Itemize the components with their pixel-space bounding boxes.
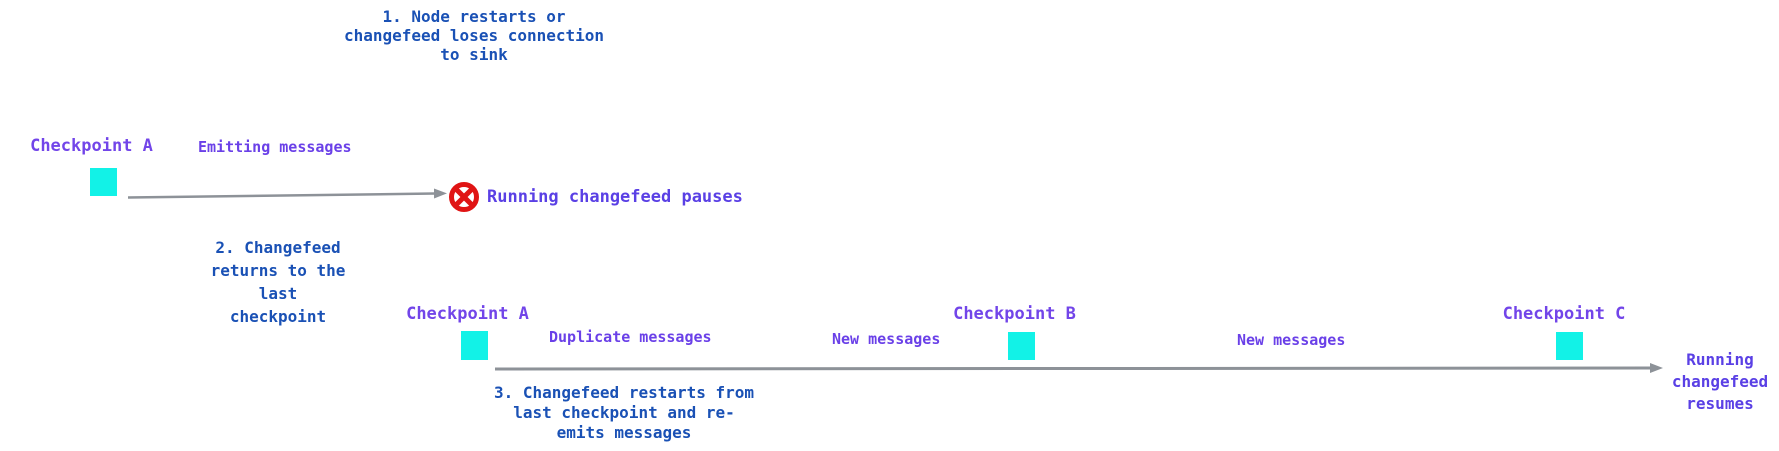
timeline-arrow-bottom [494, 363, 1663, 374]
checkpoint-a-marker-top [90, 168, 117, 196]
checkpoint-a-label-top: Checkpoint A [30, 136, 153, 156]
checkpoint-b-label: Checkpoint B [953, 304, 1076, 324]
checkpoint-a-label-bottom: Checkpoint A [406, 304, 529, 324]
running-changefeed-resumes-label: Running changefeed resumes [1671, 350, 1769, 413]
step-3-annotation: 3. Changefeed restarts from last checkpo… [493, 383, 755, 442]
x-circle-icon [449, 182, 479, 212]
timeline-arrow-top [127, 188, 447, 199]
running-changefeed-pauses-label: Running changefeed pauses [487, 187, 743, 207]
checkpoint-b-marker [1008, 332, 1035, 360]
step-2-annotation: 2. Changefeed returns to the last checkp… [210, 238, 346, 326]
checkpoint-c-label: Checkpoint C [1502, 304, 1626, 324]
checkpoint-a-marker-bottom [461, 331, 488, 360]
emitting-messages-label: Emitting messages [198, 138, 352, 156]
checkpoint-c-marker [1556, 332, 1583, 360]
step-1-annotation: 1. Node restarts or changefeed loses con… [343, 7, 605, 64]
new-messages-label-2: New messages [1237, 331, 1346, 349]
new-messages-label-1: New messages [832, 330, 941, 348]
duplicate-messages-label: Duplicate messages [549, 328, 712, 346]
